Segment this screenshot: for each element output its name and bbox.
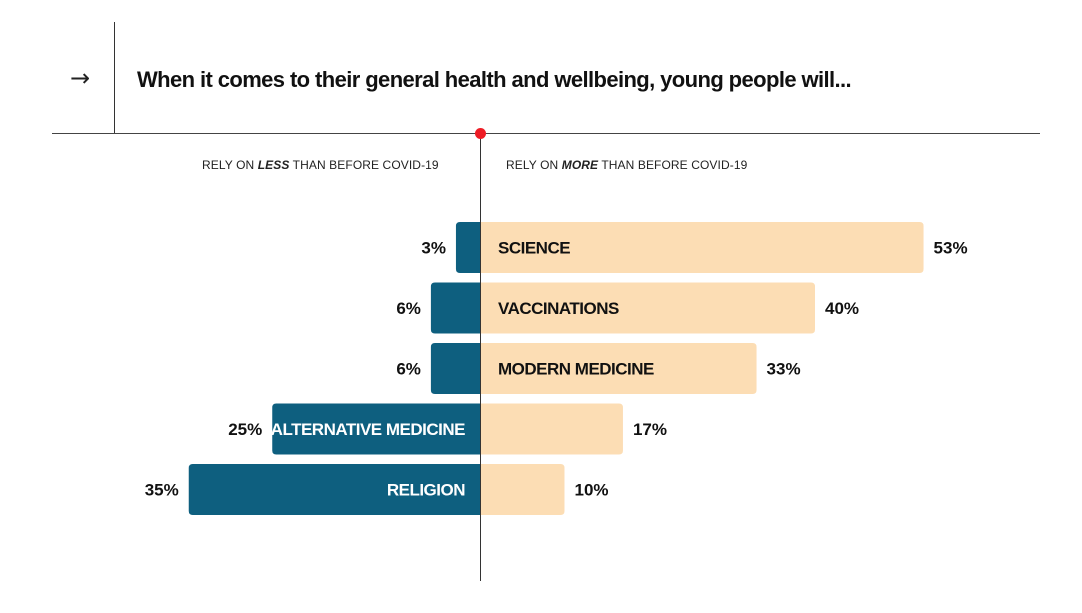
arrow-right-icon: → <box>70 64 91 92</box>
value-label-more: 40% <box>825 299 859 318</box>
axis-marker-dot <box>475 128 486 139</box>
bar-less <box>430 282 481 334</box>
less-column-label: RELY ON LESS THAN BEFORE COVID-19 <box>202 158 439 172</box>
value-label-less: 3% <box>421 239 446 258</box>
category-label: ALTERNATIVE MEDICINE <box>271 420 465 439</box>
value-label-less: 25% <box>228 420 262 439</box>
category-label: SCIENCE <box>498 239 570 258</box>
chart-title: When it comes to their general health an… <box>137 67 852 92</box>
value-label-more: 17% <box>633 420 667 439</box>
bar-less <box>188 464 481 515</box>
bar-less <box>272 403 481 455</box>
bar-more <box>481 403 623 455</box>
category-label: RELIGION <box>387 481 465 500</box>
bar-less <box>455 222 481 273</box>
less-label-emphasis: LESS <box>257 158 290 172</box>
bar-more <box>481 343 757 394</box>
more-column-label: RELY ON MORE THAN BEFORE COVID-19 <box>506 158 747 172</box>
value-label-less: 6% <box>396 299 421 318</box>
bar-more <box>481 464 565 515</box>
header-rule <box>52 133 1040 134</box>
value-label-less: 6% <box>396 360 421 379</box>
category-label: MODERN MEDICINE <box>498 360 654 379</box>
more-label-emphasis: MORE <box>561 158 599 172</box>
bar-less <box>430 343 481 394</box>
less-label-prefix: RELY ON <box>202 158 258 172</box>
value-label-more: 10% <box>575 481 609 500</box>
more-label-prefix: RELY ON <box>506 158 562 172</box>
bar-more <box>481 222 924 273</box>
value-label-less: 35% <box>145 481 179 500</box>
more-label-suffix: THAN BEFORE COVID-19 <box>598 158 748 172</box>
less-label-suffix: THAN BEFORE COVID-19 <box>289 158 439 172</box>
value-label-more: 33% <box>767 360 801 379</box>
header-divider <box>114 22 115 134</box>
category-label: VACCINATIONS <box>498 299 619 318</box>
bar-more <box>481 282 815 334</box>
center-axis <box>480 133 481 581</box>
value-label-more: 53% <box>934 239 968 258</box>
